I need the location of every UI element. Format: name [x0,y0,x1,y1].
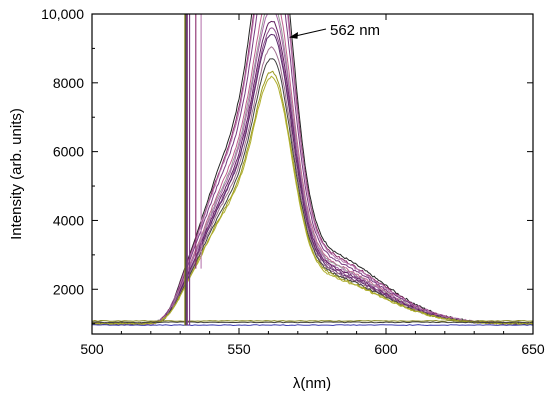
emission-series-line [92,14,533,326]
x-tick-label: 650 [521,341,545,357]
emission-series-line [92,14,533,326]
emission-series-line [92,14,533,326]
x-axis-title: λ(nm) [293,375,331,392]
y-axis-title: Intensity (arb. units) [8,108,25,240]
plot-area [92,14,533,327]
y-tick-label: 10,000 [41,6,84,22]
plot-frame [91,13,534,335]
peak-annotation: 562 nm [289,22,380,39]
emission-series-line [92,75,533,326]
y-tick-label: 4000 [53,212,84,228]
emission-series-line [92,14,533,326]
emission-series-line [92,14,533,326]
emission-series-line [92,58,533,326]
emission-series-line [92,14,533,326]
x-tick-label: 550 [227,341,251,357]
y-tick-label: 6000 [53,144,84,160]
y-tick-label: 2000 [53,281,84,297]
axes: 500 550 600 650 2000 4000 6000 8000 10,000 [41,6,545,357]
baseline-series-line [92,319,533,322]
x-tick-label: 500 [80,341,104,357]
emission-series-line [92,14,533,326]
annotation-arrowhead [289,32,298,39]
y-tick-label: 8000 [53,75,84,91]
baseline-series-line [92,324,533,327]
annotation-label: 562 nm [330,22,380,39]
emission-series-line [92,46,533,326]
x-tick-label: 600 [374,341,398,357]
baseline-series-line [92,321,533,324]
emission-series-line [92,70,533,326]
emission-series-line [92,27,533,326]
emission-series-line [92,33,533,326]
emission-series-line [92,20,533,326]
